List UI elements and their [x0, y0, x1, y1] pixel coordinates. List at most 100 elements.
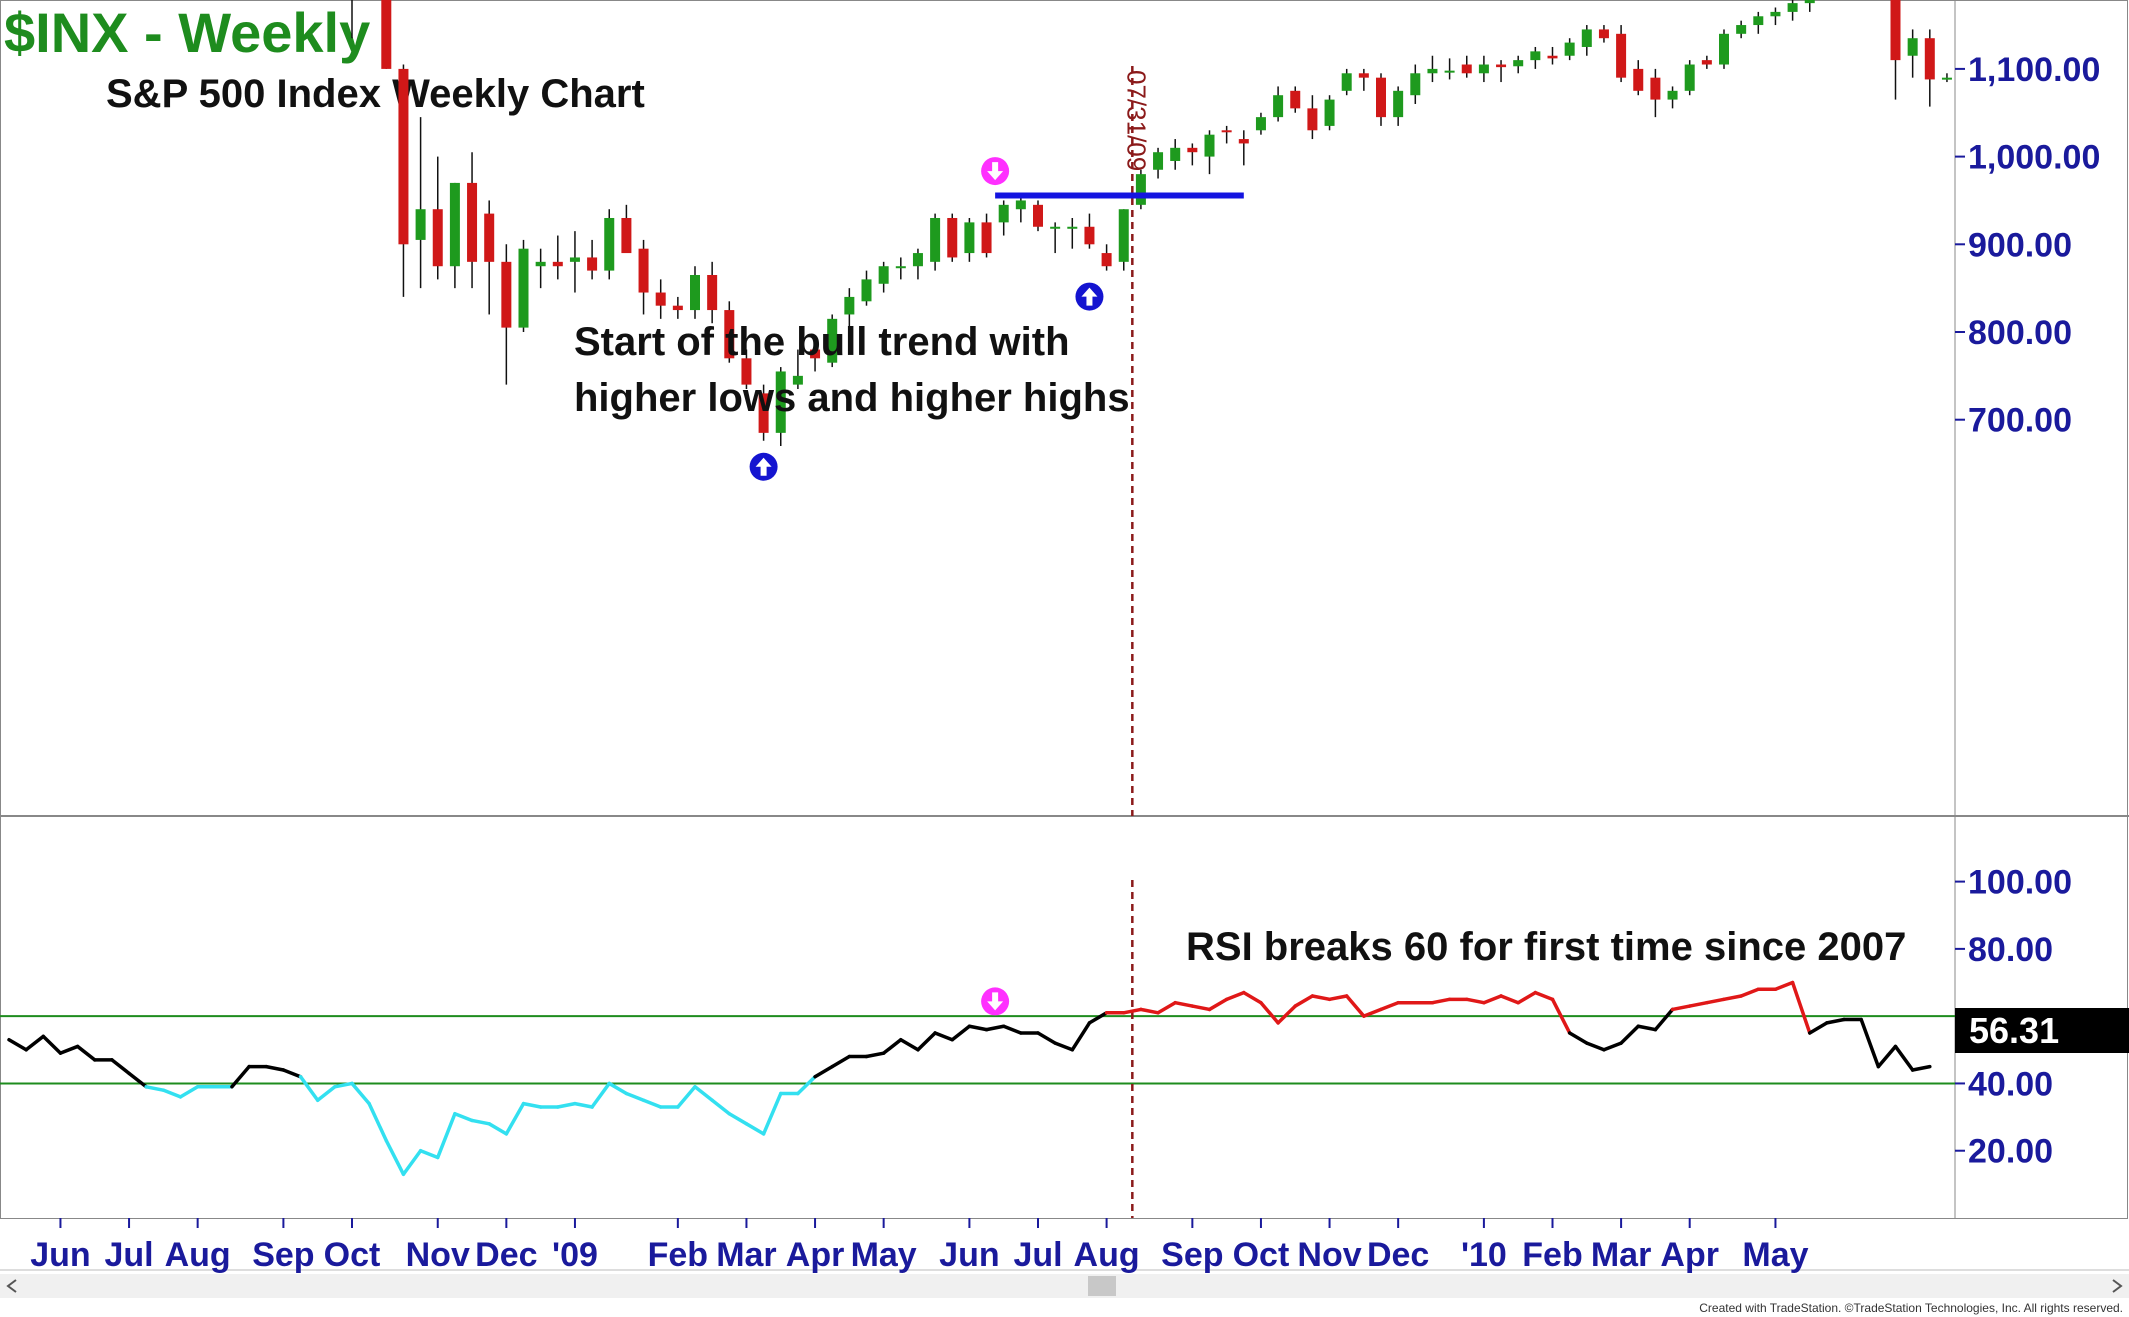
x-tick-label: Aug: [165, 1236, 231, 1274]
candle-body: [1204, 134, 1215, 157]
candle-body: [775, 371, 786, 433]
candle-body: [912, 253, 923, 267]
sell-arrow-icon: [981, 157, 1010, 186]
rsi-segment: [384, 1138, 406, 1177]
candle-body: [1050, 226, 1061, 229]
candle-body: [655, 292, 666, 306]
footer-credit: Created with TradeStation. ©TradeStation…: [1699, 1301, 2123, 1315]
rsi-segment: [761, 1091, 783, 1136]
rsi-segment: [1379, 1000, 1400, 1012]
rsi-last-value-badge: 56.31: [1955, 1008, 2129, 1053]
candle-body: [467, 182, 478, 262]
candle-body: [1255, 117, 1266, 131]
rsi-segment: [470, 1118, 491, 1126]
time-axis: Jun Jul Aug Sep Oct Nov Dec '09 Feb Mar Apr May Jun J…: [30, 1218, 1809, 1274]
rsi-segment: [1362, 1007, 1383, 1018]
candle-body: [1547, 55, 1558, 59]
candle-body: [484, 213, 495, 262]
rsi-segment: [950, 1024, 972, 1042]
candle-body: [1941, 77, 1952, 80]
candle-body: [1770, 11, 1781, 17]
rsi-segment: [1533, 990, 1555, 1002]
rsi-segment: [1790, 980, 1812, 1035]
rsi-segment: [1825, 1017, 1846, 1025]
candle-body: [861, 279, 872, 302]
candle-body: [1924, 38, 1935, 80]
candle-body: [1341, 73, 1352, 91]
rsi-segment: [487, 1122, 509, 1136]
candle-body: [1135, 174, 1146, 205]
candle-body: [1530, 51, 1541, 61]
scroll-left-icon: [6, 1279, 17, 1293]
rsi-segment: [1773, 980, 1795, 991]
candle-body: [1513, 60, 1524, 67]
price-tick-label: 700.00: [1968, 402, 2072, 440]
rsi-segment: [899, 1037, 920, 1052]
candle-body: [449, 182, 460, 267]
rsi-segment: [75, 1044, 97, 1062]
rsi-series: [7, 980, 1932, 1177]
rsi-segment: [281, 1068, 303, 1079]
x-tick-label: Jul: [104, 1236, 153, 1274]
rsi-segment: [1036, 1031, 1057, 1045]
rsi-segment: [607, 1081, 629, 1096]
x-tick-label: May: [1742, 1236, 1808, 1274]
bull-trend-annotation: Start of the bull trend with higher lows…: [574, 314, 1130, 426]
price-tick-label: 900.00: [1968, 226, 2072, 264]
candle-body: [1015, 200, 1026, 210]
sell-arrow-icon-glyph: [987, 162, 1004, 181]
candle-body: [1187, 147, 1198, 153]
candle-body: [1650, 77, 1661, 100]
rsi-segment: [1465, 997, 1486, 1005]
rsi-segment: [916, 1031, 937, 1052]
candle-body: [1753, 16, 1764, 26]
candle-body: [1581, 29, 1592, 47]
rsi-segment: [984, 1024, 1006, 1032]
horizontal-scrollbar[interactable]: [0, 1274, 2129, 1298]
rsi-segment: [521, 1101, 543, 1109]
candle-body: [1084, 226, 1095, 245]
rsi-segment: [1156, 1000, 1177, 1015]
rsi-segment: [1859, 1017, 1881, 1069]
candle-body: [690, 274, 700, 311]
x-tick-label: Sep: [252, 1236, 314, 1274]
candle-body: [1238, 139, 1249, 144]
rsi-segment: [333, 1081, 354, 1089]
rsi-segment: [1087, 1011, 1109, 1025]
candle-body: [1358, 73, 1369, 78]
candle-body: [1273, 95, 1284, 118]
candle-body: [1564, 42, 1575, 56]
rsi-segment: [1070, 1021, 1092, 1052]
rsi-segment: [1516, 990, 1538, 1005]
candle-body: [1633, 68, 1644, 91]
rsi-segment: [1310, 994, 1332, 1002]
buy-arrow-icon: [749, 452, 778, 481]
rsi-segment: [1636, 1024, 1658, 1032]
candle-body: [1376, 77, 1386, 118]
x-tick-label: Apr: [1660, 1236, 1719, 1274]
candle-body: [1667, 90, 1678, 100]
candle-body: [1804, 0, 1815, 4]
rsi-segment: [864, 1051, 886, 1059]
candle-body: [707, 274, 718, 311]
rsi-segment: [1705, 997, 1726, 1005]
x-tick-label: '09: [552, 1236, 598, 1274]
rsi-segment: [453, 1111, 474, 1123]
candle-body: [587, 257, 598, 271]
rsi-segment: [1722, 994, 1743, 1002]
x-tick-label: Dec: [475, 1236, 537, 1274]
rsi-segment: [933, 1031, 954, 1042]
candle-body: [398, 68, 409, 245]
candle-body: [569, 257, 580, 262]
candle-body: [1393, 90, 1404, 118]
candle-body: [878, 266, 889, 284]
candle-body: [1461, 64, 1472, 74]
rsi-segment: [1001, 1024, 1023, 1035]
x-tick-label: May: [851, 1236, 917, 1274]
rsi-segment: [830, 1054, 852, 1069]
chart-frame: [0, 0, 2129, 1271]
rsi-threshold-lines: [0, 1015, 1955, 1085]
x-tick-label: Oct: [324, 1236, 381, 1274]
candle-body: [1101, 253, 1112, 267]
candle-body: [1427, 68, 1438, 74]
